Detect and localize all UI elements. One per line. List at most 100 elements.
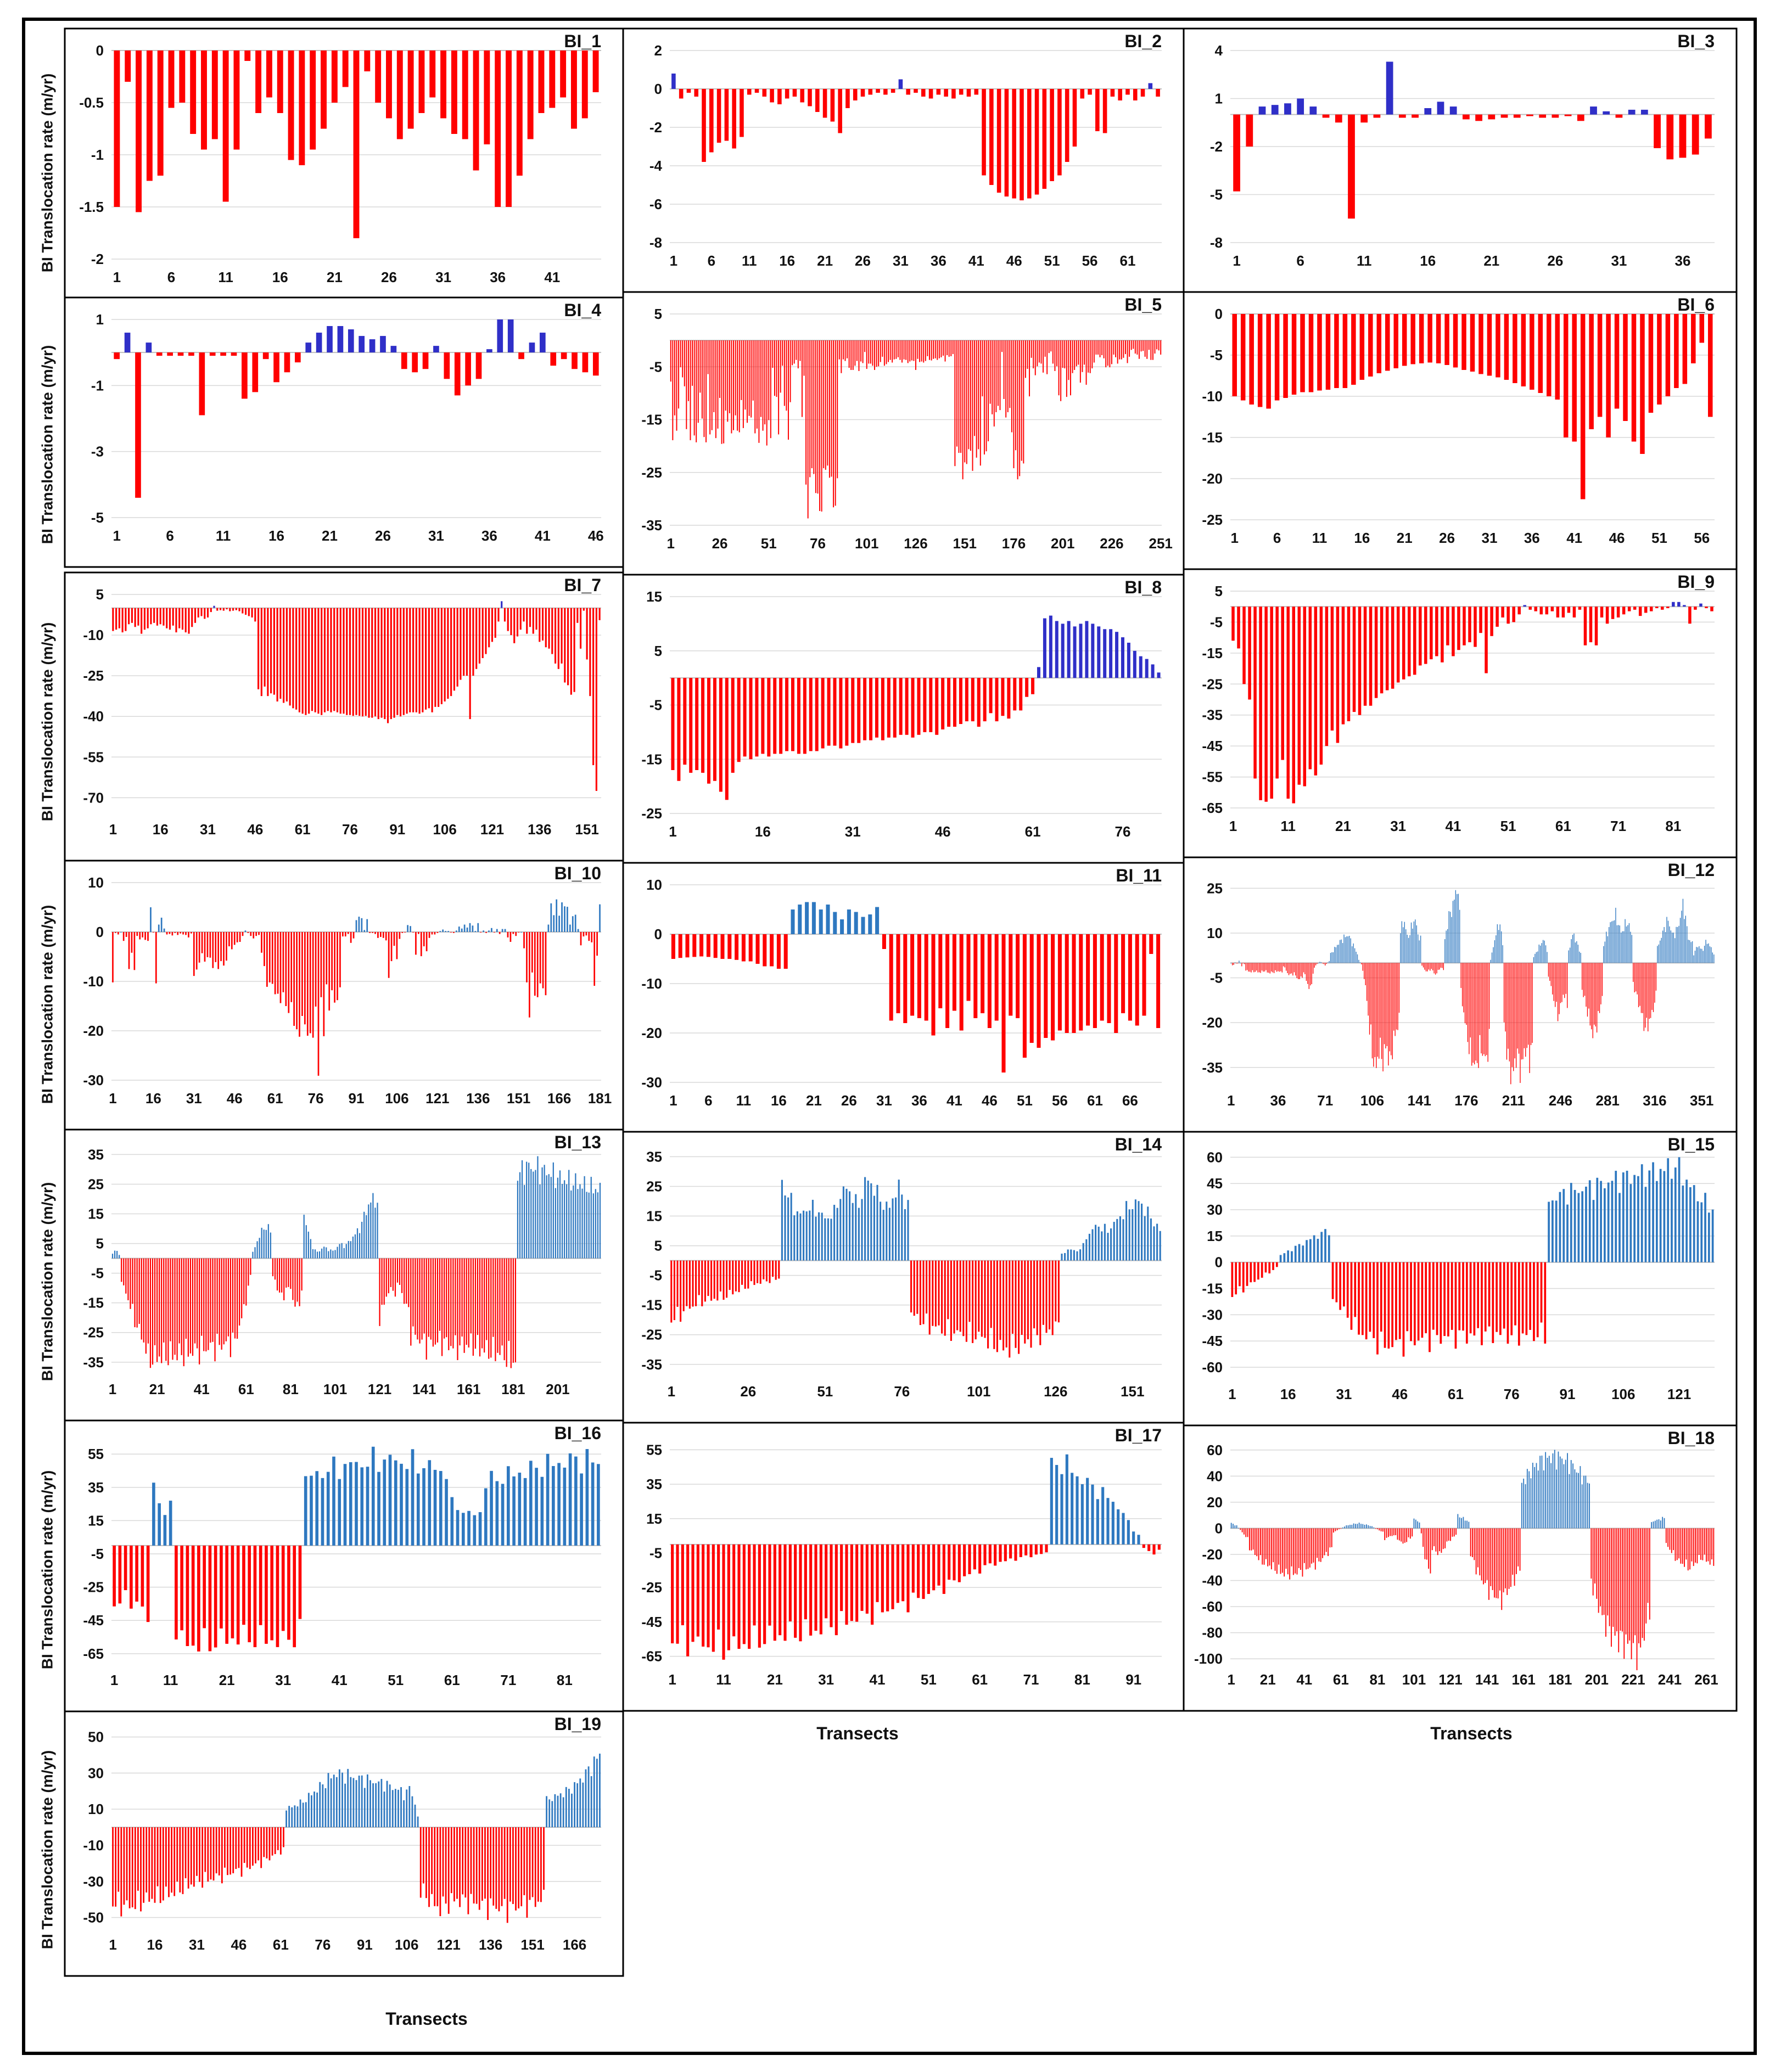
x-tick-label: 281 bbox=[1596, 1092, 1620, 1109]
data-bar bbox=[1462, 1262, 1464, 1331]
data-bar bbox=[1360, 1524, 1362, 1529]
data-bar bbox=[1446, 607, 1449, 645]
data-bar bbox=[678, 934, 682, 958]
data-bar bbox=[1430, 607, 1433, 660]
data-bar bbox=[1410, 1262, 1412, 1341]
data-bar bbox=[450, 1827, 452, 1894]
data-bar bbox=[682, 340, 684, 378]
data-bar bbox=[1387, 1528, 1389, 1537]
data-bar bbox=[554, 608, 557, 664]
data-bar bbox=[529, 1827, 531, 1900]
data-bar bbox=[1044, 340, 1046, 357]
data-bar bbox=[882, 934, 886, 949]
data-bar bbox=[1068, 340, 1069, 380]
data-bar bbox=[444, 608, 446, 702]
data-bar bbox=[1701, 948, 1702, 963]
data-bar bbox=[432, 1258, 434, 1347]
x-tick-label: 36 bbox=[490, 269, 506, 285]
data-bar bbox=[1486, 1528, 1488, 1580]
chart-title: BI_18 bbox=[1668, 1428, 1715, 1448]
data-bar bbox=[988, 1544, 992, 1564]
data-bar bbox=[588, 932, 590, 941]
data-bar bbox=[1413, 1262, 1416, 1346]
data-bar bbox=[295, 608, 298, 710]
data-bar bbox=[1373, 963, 1374, 1067]
data-bar bbox=[1452, 607, 1455, 656]
data-bar bbox=[194, 1258, 196, 1344]
data-bar bbox=[1632, 1528, 1634, 1643]
data-bar bbox=[1421, 1262, 1424, 1338]
x-tick-label: 136 bbox=[479, 1936, 502, 1953]
data-bar bbox=[1572, 314, 1577, 442]
data-bar bbox=[1603, 946, 1604, 963]
data-bar bbox=[519, 608, 522, 630]
data-bar bbox=[761, 678, 765, 754]
data-bar bbox=[1132, 1209, 1134, 1261]
data-bar bbox=[706, 934, 710, 957]
data-bar bbox=[461, 1258, 463, 1337]
data-bar bbox=[1622, 1528, 1623, 1632]
x-tick-label: 76 bbox=[308, 1090, 324, 1107]
data-bar bbox=[1521, 1262, 1524, 1334]
data-bar bbox=[713, 678, 716, 781]
data-bar bbox=[411, 1796, 413, 1828]
x-tick-label: 56 bbox=[1694, 530, 1710, 546]
data-bar bbox=[1071, 1473, 1074, 1545]
data-bar bbox=[921, 89, 926, 97]
data-bar bbox=[1407, 934, 1408, 963]
data-bar bbox=[883, 89, 888, 95]
data-bar bbox=[390, 932, 393, 962]
data-bar bbox=[473, 50, 479, 171]
data-bar bbox=[785, 89, 789, 99]
data-bar bbox=[141, 1545, 144, 1607]
data-bar bbox=[165, 1827, 167, 1887]
data-bar bbox=[1283, 314, 1288, 398]
data-bar bbox=[805, 902, 809, 934]
data-bar bbox=[1284, 1528, 1285, 1577]
data-bar bbox=[1545, 945, 1547, 963]
data-bar bbox=[1292, 1528, 1294, 1575]
data-bar bbox=[917, 934, 921, 1018]
data-bar bbox=[1148, 83, 1153, 89]
y-tick-label: 1 bbox=[1215, 91, 1223, 107]
y-tick-label: -30 bbox=[83, 1873, 104, 1890]
data-bar bbox=[1283, 1253, 1286, 1262]
x-tick-label: 1 bbox=[1233, 252, 1240, 269]
data-bar bbox=[189, 1258, 192, 1354]
y-tick-label: 0 bbox=[96, 924, 104, 940]
y-tick-label: 15 bbox=[646, 1208, 662, 1225]
data-bar bbox=[762, 89, 767, 97]
data-bar bbox=[314, 1249, 316, 1259]
data-bar bbox=[308, 608, 310, 714]
data-bar bbox=[400, 1463, 403, 1546]
data-bar bbox=[707, 1260, 709, 1296]
data-bar bbox=[576, 608, 579, 623]
data-bar bbox=[506, 1258, 507, 1367]
data-bar bbox=[599, 904, 601, 932]
data-bar bbox=[876, 89, 880, 93]
data-bar bbox=[805, 1211, 808, 1261]
data-bar bbox=[175, 608, 177, 633]
data-bar bbox=[111, 1254, 114, 1259]
data-bar bbox=[201, 1827, 204, 1888]
data-bar bbox=[330, 1778, 332, 1828]
data-bar bbox=[1708, 314, 1713, 417]
x-tick-label: 6 bbox=[708, 252, 715, 269]
data-bar bbox=[1530, 314, 1534, 390]
data-bar bbox=[1089, 340, 1091, 373]
data-bar bbox=[577, 1189, 579, 1259]
data-bar bbox=[1109, 340, 1111, 368]
data-bar bbox=[153, 932, 154, 933]
y-tick-label: -25 bbox=[641, 464, 662, 481]
x-tick-label: 1 bbox=[668, 1671, 676, 1688]
data-bar bbox=[1320, 1232, 1323, 1262]
x-tick-label: 16 bbox=[1280, 1386, 1296, 1402]
data-bar bbox=[1070, 1249, 1072, 1261]
data-bar bbox=[1435, 1528, 1437, 1552]
data-bar bbox=[396, 50, 403, 139]
data-bar bbox=[767, 678, 771, 757]
data-bar bbox=[181, 1258, 182, 1355]
data-bar bbox=[1009, 1544, 1012, 1559]
data-bar bbox=[1121, 340, 1122, 360]
